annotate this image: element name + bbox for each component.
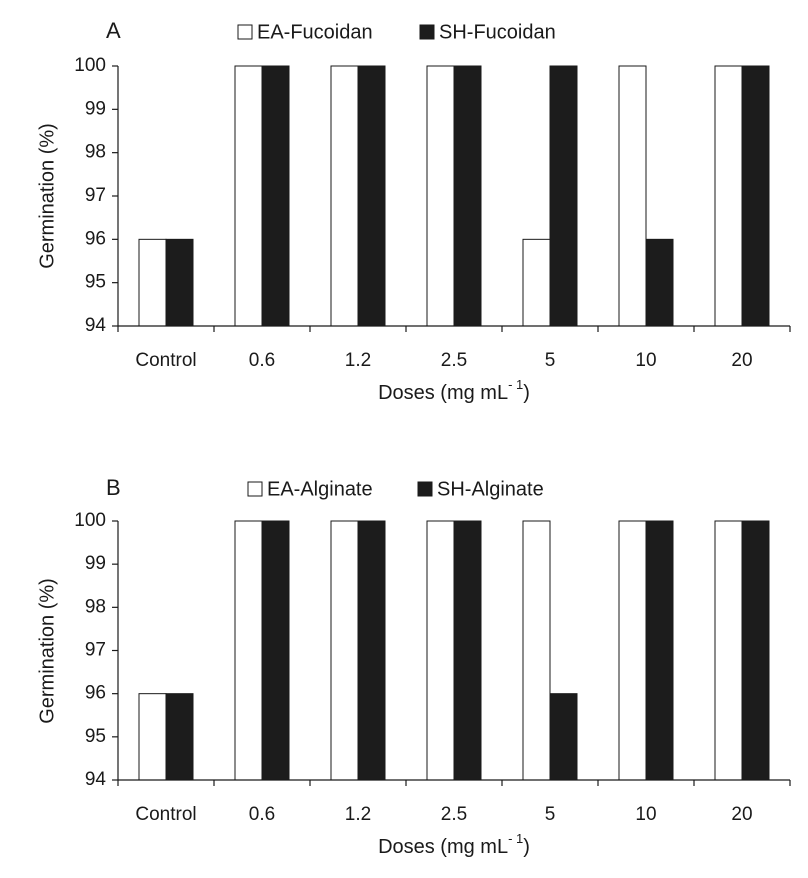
x-axis-title: Doses (mg mL- 1) [378, 377, 530, 404]
y-tick-label: 95 [85, 726, 106, 747]
legend: EA-Fucoidan SH-Fucoidan [237, 21, 556, 43]
x-tick-label: 5 [545, 804, 556, 825]
legend: EA-Alginate SH-Alginate [247, 478, 544, 500]
x-tick-label: 5 [545, 350, 556, 371]
x-tick-label: 0.6 [249, 350, 275, 371]
x-tick-label: Control [135, 350, 196, 371]
bar-ea-2.5 [426, 65, 455, 327]
x-tick-label: 1.2 [345, 804, 371, 825]
y-tick-label: 94 [85, 769, 107, 790]
bar-ea-2.5 [426, 520, 455, 781]
legend-label-sh: SH-Fucoidan [439, 21, 556, 43]
bar-sh-20 [741, 520, 770, 781]
legend-label-ea: EA-Alginate [267, 478, 373, 500]
bar-sh-10 [645, 238, 674, 327]
chart-panel-a: A EA-Fucoidan SH-Fucoidan 94 95 96 97 98 99 100 Co… [36, 18, 791, 404]
panel-letter: A [106, 18, 121, 43]
y-tick-label: 100 [74, 55, 106, 76]
legend-label-ea: EA-Fucoidan [257, 21, 373, 43]
y-tick-label: 96 [85, 683, 106, 704]
bar-sh-2.5 [453, 65, 482, 327]
x-tick-label: Control [135, 804, 196, 825]
y-tick-label: 95 [85, 272, 106, 293]
bar-ea-10 [618, 520, 647, 781]
legend-swatch-ea [237, 24, 253, 40]
x-tick-label: 20 [731, 350, 752, 371]
bar-ea-1.2 [330, 520, 359, 781]
x-tick-label: 2.5 [441, 804, 467, 825]
bar-ea-0.6 [234, 520, 263, 781]
panel-letter: B [106, 475, 121, 500]
y-tick-label: 99 [85, 98, 106, 119]
bar-sh-0.6 [261, 520, 290, 781]
legend-swatch-ea [247, 481, 263, 497]
chart-panel-b: B EA-Alginate SH-Alginate 94 95 96 97 98 99 100 Co… [36, 475, 791, 858]
y-tick-label: 94 [85, 315, 107, 336]
bar-sh-20 [741, 65, 770, 327]
x-tick-label: 2.5 [441, 350, 467, 371]
y-tick-label: 98 [85, 596, 106, 617]
bar-ea-control [138, 238, 167, 327]
legend-swatch-sh [417, 481, 433, 497]
bar-sh-1.2 [357, 65, 386, 327]
legend-swatch-sh [419, 24, 435, 40]
bar-ea-20 [714, 65, 743, 327]
bar-sh-2.5 [453, 520, 482, 781]
legend-label-sh: SH-Alginate [437, 478, 544, 500]
bar-sh-control [165, 693, 194, 781]
y-axis-title: Germination (%) [36, 123, 58, 269]
y-tick-label: 97 [85, 185, 106, 206]
bar-sh-control [165, 238, 194, 327]
y-tick-label: 97 [85, 640, 106, 661]
bar-ea-0.6 [234, 65, 263, 327]
y-axis-title: Germination (%) [36, 578, 58, 724]
bar-ea-5 [522, 238, 551, 327]
bar-sh-5 [549, 693, 578, 781]
x-tick-label: 0.6 [249, 804, 275, 825]
bar-ea-10 [618, 65, 647, 327]
bar-ea-5 [522, 520, 551, 781]
x-tick-label: 10 [635, 350, 656, 371]
x-axis-title: Doses (mg mL- 1) [378, 831, 530, 858]
x-tick-label: 20 [731, 804, 752, 825]
x-tick-label: 10 [635, 804, 656, 825]
bar-sh-0.6 [261, 65, 290, 327]
bar-sh-1.2 [357, 520, 386, 781]
bar-sh-10 [645, 520, 674, 781]
y-tick-label: 98 [85, 142, 106, 163]
bar-ea-1.2 [330, 65, 359, 327]
y-tick-label: 96 [85, 228, 106, 249]
bar-ea-control [138, 693, 167, 781]
y-tick-label: 100 [74, 510, 106, 531]
bar-sh-5 [549, 65, 578, 327]
y-tick-label: 99 [85, 553, 106, 574]
x-tick-label: 1.2 [345, 350, 371, 371]
bar-ea-20 [714, 520, 743, 781]
